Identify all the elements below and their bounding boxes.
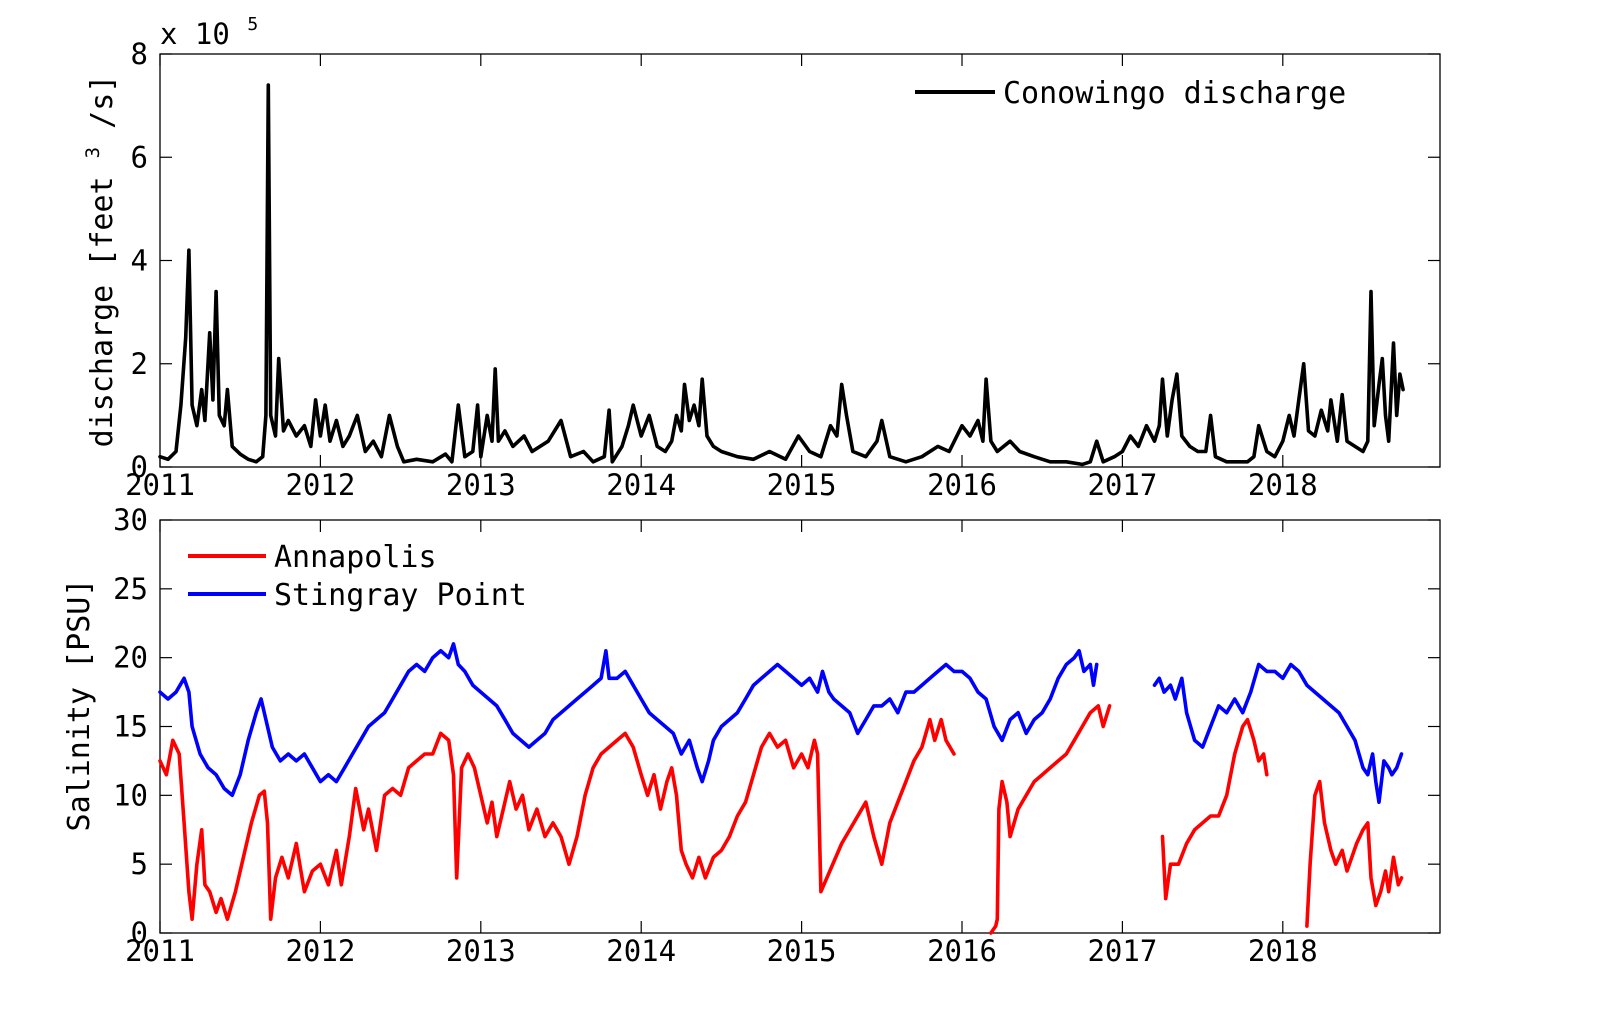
salinity-x-tick-label: 2018 <box>1248 934 1318 968</box>
discharge-x-tick-label: 2011 <box>125 468 195 502</box>
salinity-x-tick-label: 2011 <box>125 934 195 968</box>
discharge-y-ticks: 0 2 4 6 8 <box>131 37 1440 484</box>
discharge-multiplier-exponent: 5 <box>247 14 258 35</box>
salinity-x-tick-label: 2012 <box>285 934 355 968</box>
discharge-x-tick-label: 2018 <box>1248 468 1318 502</box>
discharge-multiplier-base: x 10 <box>160 17 230 51</box>
discharge-y-axis-label: discharge [feet 3 /s] <box>72 75 120 448</box>
salinity-y-ticks: 0 5 10 15 20 25 30 <box>113 503 1440 950</box>
discharge-y-tick-label: 6 <box>131 140 148 174</box>
series-line-annapolis-segment-3 <box>1160 717 1269 901</box>
discharge-x-tick-label: 2014 <box>606 468 676 502</box>
salinity-x-tick-label: 2013 <box>446 934 516 968</box>
salinity-x-tick-label: 2016 <box>927 934 997 968</box>
series-line-annapolis-segment-4 <box>1305 779 1404 928</box>
discharge-y-label-main: discharge [feet <box>85 176 120 447</box>
salinity-y-axis-label: Salinity [PSU] <box>62 579 97 832</box>
discharge-multiplier: x 10 5 <box>160 14 258 51</box>
discharge-x-tick-label: 2017 <box>1087 468 1157 502</box>
salinity-y-tick-label: 15 <box>113 710 148 744</box>
discharge-y-tick-label: 8 <box>131 37 148 71</box>
salinity-y-tick-label: 5 <box>131 847 148 881</box>
salinity-series <box>158 642 1404 935</box>
series-line-annapolis-segment-1 <box>158 717 956 921</box>
salinity-x-tick-label: 2014 <box>606 934 676 968</box>
discharge-y-tick-label: 0 <box>131 450 148 484</box>
discharge-x-tick-label: 2013 <box>446 468 516 502</box>
legend-label-conowingo: Conowingo discharge <box>1003 76 1346 111</box>
series-line-annapolis-segment-2 <box>989 704 1112 935</box>
salinity-legend: Annapolis Stingray Point <box>188 540 527 613</box>
series-line-stingray-point-segment-2 <box>1152 662 1404 804</box>
discharge-x-tick-label: 2012 <box>285 468 355 502</box>
discharge-legend: Conowingo discharge <box>915 76 1346 111</box>
discharge-x-tick-label: 2015 <box>767 468 837 502</box>
discharge-y-tick-label: 4 <box>131 244 148 278</box>
discharge-y-tick-label: 2 <box>131 347 148 381</box>
discharge-y-label-tail: /s] <box>85 75 120 129</box>
salinity-y-tick-label: 25 <box>113 572 148 606</box>
salinity-y-tick-label: 30 <box>113 503 148 537</box>
series-line-stingray-point-segment-1 <box>158 642 1099 798</box>
salinity-x-tick-label: 2017 <box>1087 934 1157 968</box>
salinity-x-ticks: 2011 2012 2013 2014 2015 2016 2017 2018 <box>125 520 1318 968</box>
salinity-x-tick-label: 2015 <box>767 934 837 968</box>
discharge-x-tick-label: 2016 <box>927 468 997 502</box>
legend-label-annapolis: Annapolis <box>274 540 437 575</box>
discharge-x-ticks: 2011 2012 2013 2014 2015 2016 2017 2018 <box>125 54 1318 502</box>
discharge-series <box>158 83 1405 467</box>
salinity-y-tick-label: 20 <box>113 641 148 675</box>
series-line-conowingo-discharge <box>158 83 1405 467</box>
legend-label-stingray-point: Stingray Point <box>274 578 527 613</box>
discharge-y-label-superscript: 3 <box>82 147 104 158</box>
salinity-y-tick-label: 10 <box>113 778 148 812</box>
salinity-y-tick-label: 0 <box>131 916 148 950</box>
discharge-panel: 0 2 4 6 8 2011 2012 2013 2014 2015 2016 2017 2018 x… <box>72 14 1441 502</box>
